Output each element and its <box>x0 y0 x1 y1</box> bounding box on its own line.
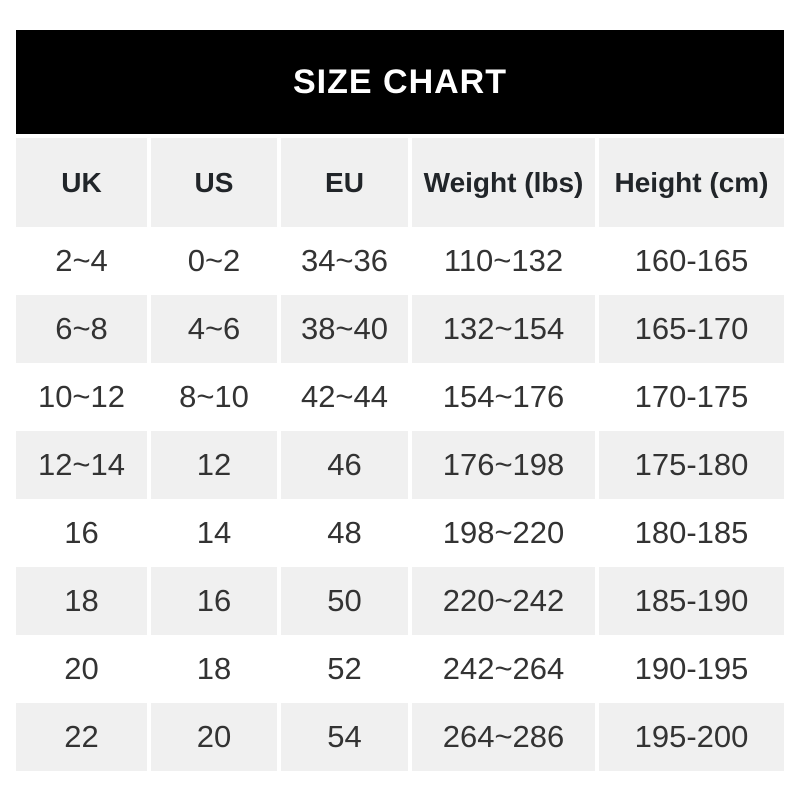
table-row: 16 14 48 198~220 180-185 <box>16 499 784 567</box>
table-cell: 0~2 <box>147 227 277 295</box>
col-header-uk: UK <box>16 138 147 227</box>
table-row: 20 18 52 242~264 190-195 <box>16 635 784 703</box>
table-cell: 18 <box>16 567 147 635</box>
table-cell: 176~198 <box>408 431 595 499</box>
table-cell: 18 <box>147 635 277 703</box>
col-header-weight: Weight (lbs) <box>408 138 595 227</box>
table-cell: 12~14 <box>16 431 147 499</box>
table-cell: 175-180 <box>595 431 784 499</box>
table-cell: 22 <box>16 703 147 771</box>
table-cell: 154~176 <box>408 363 595 431</box>
table-cell: 12 <box>147 431 277 499</box>
table-cell: 132~154 <box>408 295 595 363</box>
table-cell: 8~10 <box>147 363 277 431</box>
table-cell: 16 <box>147 567 277 635</box>
table-cell: 185-190 <box>595 567 784 635</box>
table-cell: 50 <box>277 567 408 635</box>
table-cell: 2~4 <box>16 227 147 295</box>
table-cell: 42~44 <box>277 363 408 431</box>
table-row: 22 20 54 264~286 195-200 <box>16 703 784 771</box>
table-row: 18 16 50 220~242 185-190 <box>16 567 784 635</box>
table-cell: 6~8 <box>16 295 147 363</box>
table-cell: 34~36 <box>277 227 408 295</box>
table-cell: 198~220 <box>408 499 595 567</box>
table-cell: 52 <box>277 635 408 703</box>
table-row: 12~14 12 46 176~198 175-180 <box>16 431 784 499</box>
table-row: 10~12 8~10 42~44 154~176 170-175 <box>16 363 784 431</box>
table-cell: 180-185 <box>595 499 784 567</box>
chart-title: SIZE CHART <box>293 62 507 101</box>
table-cell: 20 <box>16 635 147 703</box>
table-cell: 54 <box>277 703 408 771</box>
table-cell: 10~12 <box>16 363 147 431</box>
table-cell: 190-195 <box>595 635 784 703</box>
table-cell: 20 <box>147 703 277 771</box>
col-header-height: Height (cm) <box>595 138 784 227</box>
table-body: 2~4 0~2 34~36 110~132 160-165 6~8 4~6 38… <box>16 227 784 771</box>
title-banner: SIZE CHART <box>16 30 784 134</box>
table-cell: 264~286 <box>408 703 595 771</box>
table-cell: 14 <box>147 499 277 567</box>
header-row: UK US EU Weight (lbs) Height (cm) <box>16 138 784 227</box>
table-cell: 160-165 <box>595 227 784 295</box>
table-cell: 110~132 <box>408 227 595 295</box>
table-cell: 38~40 <box>277 295 408 363</box>
table-cell: 46 <box>277 431 408 499</box>
table-cell: 16 <box>16 499 147 567</box>
col-header-eu: EU <box>277 138 408 227</box>
size-chart-image: SIZE CHART UK US EU Weight (lbs) Height … <box>0 30 800 800</box>
table-cell: 195-200 <box>595 703 784 771</box>
table-row: 2~4 0~2 34~36 110~132 160-165 <box>16 227 784 295</box>
table-cell: 170-175 <box>595 363 784 431</box>
table-row: 6~8 4~6 38~40 132~154 165-170 <box>16 295 784 363</box>
col-header-us: US <box>147 138 277 227</box>
table-cell: 220~242 <box>408 567 595 635</box>
size-table: UK US EU Weight (lbs) Height (cm) 2~4 0~… <box>16 138 784 771</box>
table-cell: 4~6 <box>147 295 277 363</box>
table-cell: 242~264 <box>408 635 595 703</box>
table-cell: 165-170 <box>595 295 784 363</box>
table-cell: 48 <box>277 499 408 567</box>
